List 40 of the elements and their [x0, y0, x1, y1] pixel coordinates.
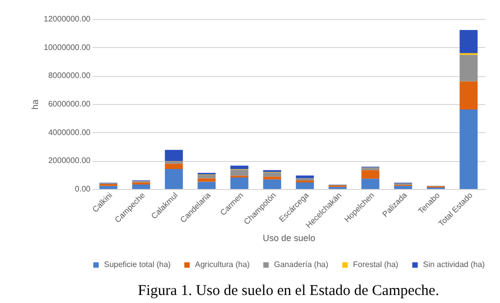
y-tick-label: 4000000.00 — [48, 128, 92, 137]
bar — [361, 178, 380, 189]
legend-label: Ganadería (ha) — [274, 260, 329, 269]
y-tick-label: 8000000.00 — [48, 71, 92, 80]
legend-label: Agricultura (ha) — [195, 260, 250, 269]
bar — [230, 178, 248, 189]
legend-label: Forestal (ha) — [353, 260, 399, 269]
y-tick-label: 6000000.00 — [48, 100, 92, 108]
bar — [230, 170, 248, 176]
bar — [198, 174, 216, 178]
bar — [164, 169, 183, 189]
bar — [460, 30, 478, 54]
bar — [164, 164, 183, 170]
bar — [263, 179, 282, 189]
bar — [460, 54, 478, 82]
y-tick-label: 10000000.00 — [44, 42, 92, 52]
text: Figura 1. Uso de suelo en el Estado de Campeche. — [138, 283, 440, 299]
bar — [99, 186, 118, 189]
legend-label: Supeficie total (ha) — [104, 260, 172, 269]
bar — [230, 166, 248, 170]
bar — [198, 178, 216, 182]
legend-label: Sin actividad (ha) — [423, 260, 486, 269]
bar — [296, 182, 314, 189]
y-axis-title: ha — [30, 99, 40, 110]
bar — [361, 170, 380, 179]
y-tick-label: 12000000.00 — [44, 14, 92, 24]
bar — [460, 110, 478, 189]
bar — [198, 182, 216, 189]
bar — [263, 172, 282, 177]
bar — [164, 161, 183, 164]
y-tick-label: 0.00 — [74, 184, 92, 194]
y-tick-label: 2000000.00 — [48, 156, 92, 166]
bar — [361, 168, 380, 170]
bar — [263, 176, 282, 180]
bar — [460, 81, 478, 110]
bar — [132, 184, 150, 189]
bar — [296, 176, 314, 178]
x-axis-title: Uso de suelo — [262, 232, 316, 243]
bar — [164, 150, 183, 162]
bar — [394, 186, 412, 189]
